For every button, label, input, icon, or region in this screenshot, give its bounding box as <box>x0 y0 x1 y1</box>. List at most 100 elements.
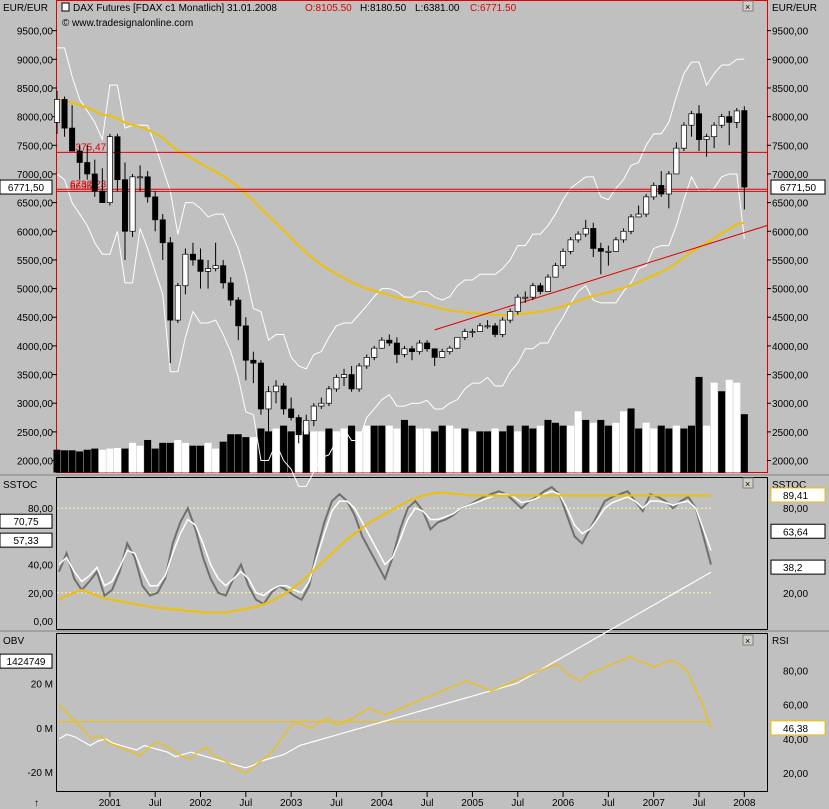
candle-body <box>303 420 310 436</box>
price-chart: 9500,00 9500,00 9000,00 9000,00 8500,00 8500,… <box>0 27 826 487</box>
candle-body <box>711 124 718 138</box>
volume-bar <box>219 441 227 473</box>
x-tick-label: 2002 <box>189 798 212 809</box>
candle-body <box>363 357 370 367</box>
y-tick-label-right: 60,00 <box>783 701 808 712</box>
volume-bar <box>559 425 567 473</box>
candle-body <box>476 325 483 332</box>
volume-bar <box>408 425 416 473</box>
volume-bar <box>53 449 61 473</box>
y-tick-label-left: 4000,00 <box>17 342 54 353</box>
x-tick-label: Jul <box>330 798 343 809</box>
candle-body <box>137 176 144 179</box>
y-tick-label-right: 20,00 <box>783 769 808 780</box>
candle-body <box>250 359 257 364</box>
candle-body <box>91 173 98 192</box>
candle-body <box>174 285 181 321</box>
candle-body <box>378 339 385 349</box>
candle-body <box>318 402 325 407</box>
y-tick-label-right: 3000,00 <box>772 399 809 410</box>
candle-body <box>658 185 665 195</box>
x-tick-label: 2007 <box>643 798 666 809</box>
candle-body <box>61 99 68 129</box>
candle-body <box>733 110 740 123</box>
candle-body <box>310 405 317 421</box>
volume-bar <box>499 431 507 473</box>
volume-bar <box>136 445 144 473</box>
obv-title: OBV <box>3 636 24 647</box>
volume-bar <box>242 437 250 473</box>
close-button[interactable]: × <box>742 0 754 12</box>
candle-body <box>522 296 529 299</box>
candle-body <box>650 185 657 198</box>
candle-body <box>69 127 76 152</box>
y-tick-label-left: 7000,00 <box>17 170 54 181</box>
value-box-right <box>770 523 826 539</box>
source-link[interactable]: www.tradesignalonline.com <box>71 18 193 29</box>
candle-body <box>106 136 113 203</box>
candle-body <box>333 377 340 390</box>
y-tick-label-left: 80,00 <box>28 504 53 515</box>
volume-bar <box>567 425 575 473</box>
volume-bar <box>227 434 235 473</box>
candle-body <box>552 265 559 278</box>
y-tick-label-right: 80,00 <box>783 504 808 515</box>
candle-body <box>288 408 295 418</box>
currency-left: EUR/EUR <box>3 3 48 14</box>
volume-bar <box>264 431 273 473</box>
volume-bar <box>68 450 76 473</box>
candle-body <box>341 374 348 378</box>
y-tick-label-left: 3000,00 <box>17 399 54 410</box>
close-icon: × <box>745 636 750 646</box>
candle-body <box>688 113 695 126</box>
volume-bar <box>476 431 484 473</box>
upper-band-line <box>57 47 745 370</box>
candle-body <box>235 299 242 327</box>
candle-body <box>643 196 650 215</box>
x-tick-label: Jul <box>693 798 706 809</box>
y-tick-label-left: 5000,00 <box>17 285 54 296</box>
close-icon: × <box>745 2 750 12</box>
volume-bar <box>695 376 703 473</box>
volume-bar <box>438 425 446 473</box>
volume-bar <box>348 425 356 473</box>
candle-body <box>416 342 423 352</box>
volume-bar <box>181 442 189 473</box>
instrument-title: DAX Futures [FDAX c1 Monatlich] 31.01.20… <box>73 3 277 14</box>
y-tick-label-left: 20 M <box>31 679 53 690</box>
candle-body <box>514 296 521 312</box>
close-button[interactable]: × <box>742 477 754 489</box>
y-tick-label-right: 7500,00 <box>772 141 809 152</box>
candle-body <box>620 230 627 241</box>
candle-body <box>575 233 582 241</box>
candle-body <box>469 331 476 333</box>
trendline <box>434 225 768 331</box>
volume-bar <box>514 431 522 473</box>
volume-bar <box>665 428 673 473</box>
y-tick-label-left: 4500,00 <box>17 313 54 324</box>
rsi-line <box>58 656 712 774</box>
volume-bar <box>98 449 106 473</box>
value-box-left <box>0 532 53 548</box>
candle-body <box>439 351 446 358</box>
volume-bar <box>551 422 560 473</box>
level-label: 6695 <box>70 181 93 192</box>
close-button[interactable]: × <box>742 634 754 646</box>
volume-bar <box>544 419 552 473</box>
y-tick-label-left: 6000,00 <box>17 227 54 238</box>
volume-bar <box>76 451 84 473</box>
volume-bar <box>423 428 431 473</box>
value-label-left: 70,75 <box>13 517 38 528</box>
volume-bar <box>574 411 582 473</box>
obv-value-label: 1424749 <box>7 657 46 668</box>
arrow-up-icon[interactable]: ↑ <box>34 798 39 809</box>
volume-bar <box>332 431 340 473</box>
y-tick-label-right: 3500,00 <box>772 371 809 382</box>
copyright-icon: © <box>62 18 70 29</box>
candle-body <box>54 99 60 123</box>
volume-bar <box>703 425 711 473</box>
y-tick-label-right: 8500,00 <box>772 84 809 95</box>
volume-bar <box>91 448 99 473</box>
volume-bar <box>61 450 69 473</box>
volume-bar <box>506 425 514 473</box>
